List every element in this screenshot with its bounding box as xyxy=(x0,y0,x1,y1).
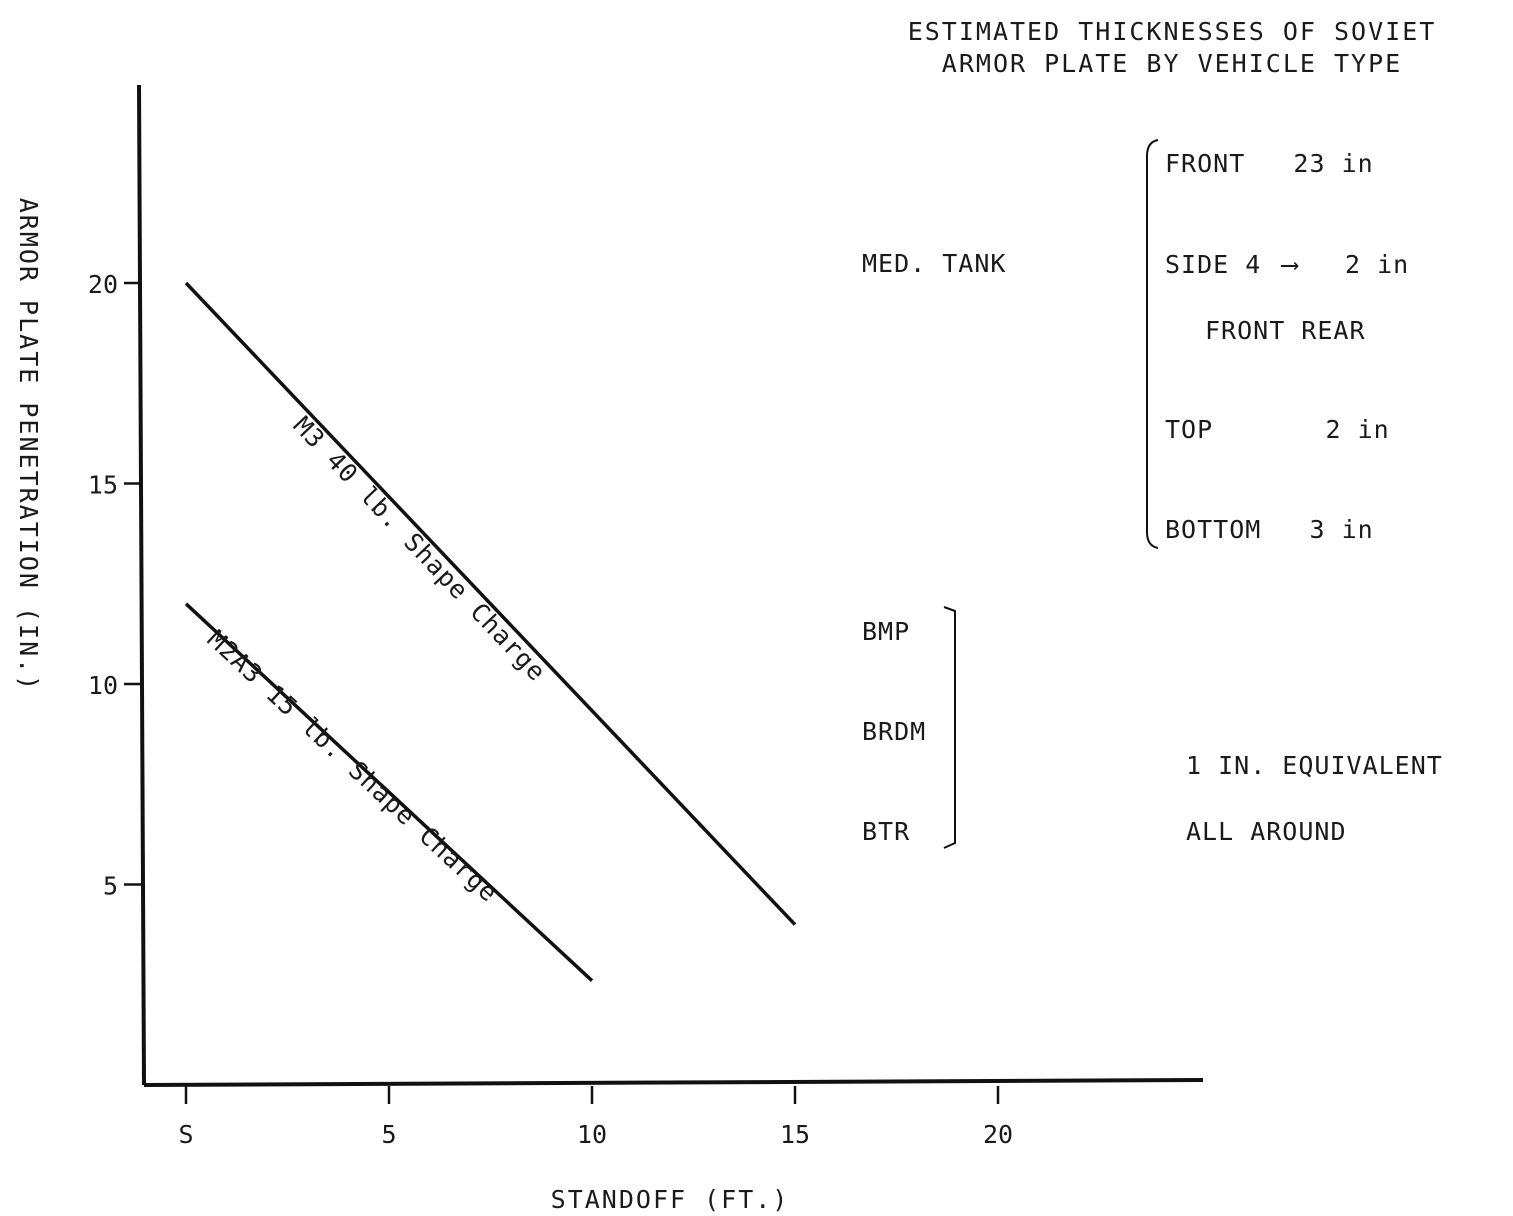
x-axis-title: STANDOFF (FT.) xyxy=(551,1185,790,1214)
info-title-line2: ARMOR PLATE BY VEHICLE TYPE xyxy=(942,49,1402,78)
med-tank-side-prefix: SIDE 4 xyxy=(1165,250,1261,279)
series-line-1 xyxy=(184,281,797,926)
y-axis xyxy=(137,84,146,1086)
med-tank-bracket xyxy=(1146,139,1159,549)
med-tank-label: MED. TANK xyxy=(862,249,1006,278)
vehicle-bmp: BMP xyxy=(862,617,910,646)
x-tick-label: 15 xyxy=(780,1120,810,1149)
y-axis-ticks: 5 10 15 20 xyxy=(88,270,141,901)
info-title-line1: ESTIMATED THICKNESSES OF SOVIET xyxy=(908,17,1437,46)
x-tick-label: 5 xyxy=(381,1120,396,1149)
vehicle-brdm: BRDM xyxy=(862,717,926,746)
x-axis xyxy=(143,1078,1204,1087)
med-tank-bottom: BOTTOM 3 in xyxy=(1165,515,1374,544)
med-tank-side-note: FRONT REAR xyxy=(1205,316,1366,345)
med-tank-side-suffix: 2 in xyxy=(1345,250,1409,279)
series-label-2: M2A3 15 lb. Shape Charge xyxy=(202,624,504,907)
light-vehicles-note-line1: 1 IN. EQUIVALENT xyxy=(1186,751,1443,780)
y-tick-label: 20 xyxy=(88,270,118,299)
med-tank-top: TOP 2 in xyxy=(1165,415,1390,444)
vehicle-btr: BTR xyxy=(862,817,910,846)
med-tank-front: FRONT 23 in xyxy=(1165,149,1374,178)
med-tank-side-arrow: ⟶ xyxy=(1280,250,1299,279)
y-axis-title: ARMOR PLATE PENETRATION (IN.) xyxy=(14,198,43,693)
y-tick-label: 10 xyxy=(88,671,118,700)
x-tick-label: 20 xyxy=(983,1120,1013,1149)
y-tick-label: 15 xyxy=(88,471,118,500)
series-label-1: M3 40 lb. Shape Charge xyxy=(288,411,552,687)
light-vehicles-note-line2: ALL AROUND xyxy=(1186,817,1347,846)
light-vehicles-bracket xyxy=(943,606,956,849)
y-tick-label: 5 xyxy=(103,872,118,901)
x-tick-label: S xyxy=(178,1120,193,1149)
x-tick-label: 10 xyxy=(577,1120,607,1149)
series-line-2 xyxy=(184,602,594,982)
x-axis-ticks: S 5 10 15 20 xyxy=(178,1086,1013,1149)
